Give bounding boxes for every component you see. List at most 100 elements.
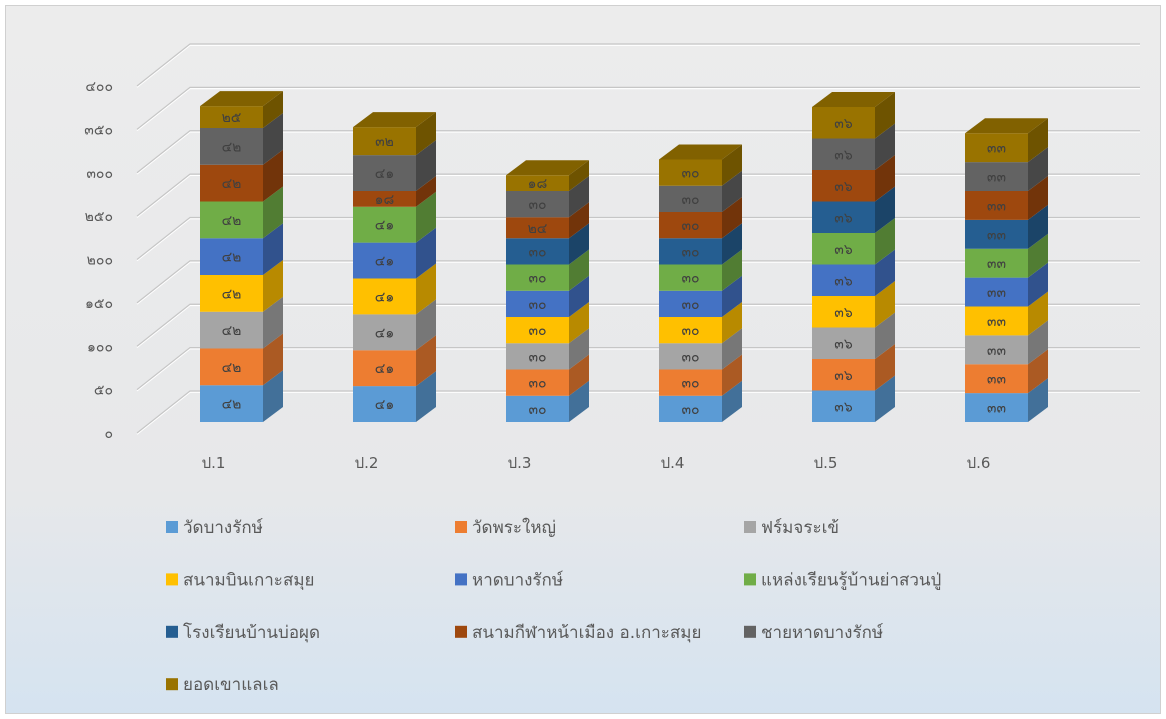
- y-tick-label: ๑๐๐: [87, 339, 113, 355]
- data-label: ๓๖: [834, 273, 853, 289]
- legend-item: สนามบินเกาะสมุย: [166, 570, 314, 590]
- data-label: ๓๓: [987, 372, 1006, 388]
- data-label: ๔๑: [375, 361, 394, 377]
- bar-side-face: [875, 92, 895, 139]
- gridline-line: [136, 43, 1140, 87]
- data-label: ๔๒: [222, 139, 242, 155]
- bar-side-face: [875, 123, 895, 170]
- bar-front-face: [506, 395, 569, 422]
- data-label: ๔๑: [375, 325, 394, 341]
- legend-item: หาดบางรักษ์: [455, 570, 563, 590]
- bar-front-face: [200, 128, 263, 165]
- y-tick-label: ๓๕๐: [84, 122, 113, 138]
- data-label: ๔๒: [222, 176, 242, 192]
- legend: วัดบางรักษ์ วัดพระใหญ่ ฟร์มจระเข้สนามบินเก…: [166, 517, 941, 695]
- bar-side-face: [1028, 147, 1048, 191]
- bar-side-face: [569, 223, 589, 265]
- data-label: ๓๐: [681, 402, 699, 418]
- data-label: ๔๒: [222, 323, 242, 339]
- bar-side-face: [416, 227, 436, 279]
- data-label: ๓๓: [987, 314, 1006, 330]
- bar-front-face: [812, 390, 875, 422]
- bar-front-face: [506, 191, 569, 218]
- bar-front-face: [812, 264, 875, 296]
- bar-front-face: [353, 191, 416, 207]
- bar-side-face: [722, 328, 742, 370]
- bar-segment: ๓๖: [812, 123, 895, 170]
- bar-front-face: [200, 106, 263, 128]
- bar-segment: ๒๕: [200, 91, 283, 128]
- bar-segment: ๔๑: [353, 299, 436, 351]
- legend-label: สนามบินเกาะสมุย: [183, 570, 314, 590]
- bar-segment: ๓๐: [659, 302, 742, 344]
- bar-front-face: [353, 314, 416, 351]
- bar-segment: ๓๐: [506, 380, 589, 422]
- bar-front-face: [812, 296, 875, 328]
- bar-segment: ๔๑: [353, 140, 436, 191]
- bar-side-face: [416, 299, 436, 351]
- bar-segment: ๓๐: [659, 170, 742, 212]
- bar-side-face: [1028, 378, 1048, 422]
- bar-front-face: [353, 155, 416, 191]
- x-category-label: ป.6: [967, 454, 991, 472]
- bar-front-face: [659, 212, 722, 239]
- bar-segment: ๓๓: [965, 378, 1048, 422]
- x-category-label: ป.4: [661, 454, 685, 472]
- bar-segment: ๓๖: [812, 249, 895, 296]
- data-label: ๔๒: [222, 213, 242, 229]
- bar-side-face: [722, 380, 742, 422]
- bar-segment: ๓๐: [506, 176, 589, 218]
- bar-front-face: [506, 175, 569, 191]
- bar-front-face: [812, 170, 875, 202]
- data-label: ๔๑: [375, 289, 394, 305]
- bar-segment: ๓๓: [965, 147, 1048, 191]
- legend-item: ฟร์มจระเข้: [744, 518, 839, 538]
- bar-front-face: [200, 201, 263, 239]
- bar-segment: ๓๖: [812, 375, 895, 422]
- bar-top-face: [812, 92, 895, 107]
- bar-segment: ๓๓: [965, 291, 1048, 336]
- bar-front-face: [659, 159, 722, 186]
- bar-top-face: [506, 160, 589, 176]
- legend-label: ชายหาดบางรักษ์: [761, 623, 884, 643]
- legend-label: หาดบางรักษ์: [472, 570, 563, 590]
- y-tick-label: ๐: [104, 426, 113, 442]
- bar-segment: ๓๖: [812, 344, 895, 391]
- bar-front-face: [965, 277, 1028, 307]
- data-label: ๓๐: [528, 349, 546, 365]
- gridline-highlight: [136, 88, 1140, 132]
- bar-segment: ๓๓: [965, 204, 1048, 249]
- bar-side-face: [569, 328, 589, 370]
- x-axis-category-labels: ป.1 ป.2 ป.3 ป.4 ป.5 ป.6: [202, 454, 991, 472]
- bar-front-face: [200, 348, 263, 386]
- data-label: ๒๔: [528, 221, 548, 237]
- data-label: ๓๖: [834, 242, 853, 258]
- bar-segment: ๓๓: [965, 233, 1048, 278]
- data-label: ๓๐: [528, 376, 546, 392]
- bar-side-face: [722, 197, 742, 239]
- bar-segment: ๓๐: [659, 380, 742, 422]
- bar-side-face: [1028, 291, 1048, 336]
- data-label: ๓๐: [681, 192, 699, 208]
- legend-item: แหล่งเรียนรู้บ้านย่าสวนปู่: [744, 570, 941, 590]
- legend-swatch: [166, 678, 178, 691]
- bar-segment: ๔๒: [200, 113, 283, 165]
- data-label: ๔๑: [375, 397, 394, 413]
- data-label: ๓๐: [681, 166, 699, 182]
- data-label: ๓๐: [681, 271, 699, 287]
- bar-side-face: [722, 144, 742, 186]
- bar-side-face: [569, 176, 589, 218]
- bar-side-face: [1028, 176, 1048, 220]
- bar-top-face: [353, 112, 436, 128]
- bar-front-face: [200, 385, 263, 422]
- bar-segment: ๓๓: [965, 118, 1048, 163]
- bar-side-face: [263, 333, 283, 386]
- data-label: ๓๐: [528, 244, 546, 260]
- bar-front-face: [506, 217, 569, 239]
- y-tick-label: ๓๐๐: [86, 166, 113, 182]
- bar-side-face: [722, 302, 742, 344]
- data-label: ๓๒: [375, 134, 394, 150]
- bar-segment: ๔๒: [200, 223, 283, 275]
- data-label: ๔๒: [222, 286, 242, 302]
